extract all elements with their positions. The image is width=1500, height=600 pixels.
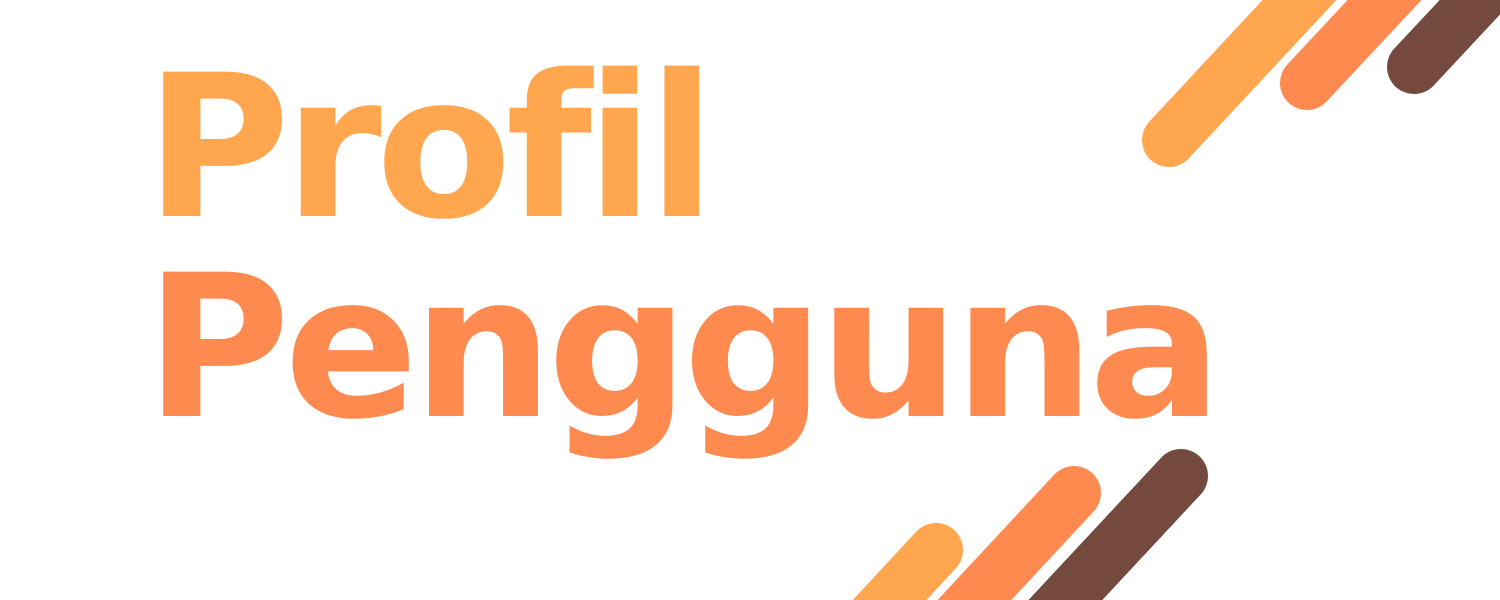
stripe-bottom-orange bbox=[937, 466, 1101, 600]
stripe-bottom-light-orange bbox=[852, 523, 963, 600]
title-line-pengguna: Pengguna bbox=[145, 232, 1222, 463]
stripe-bottom-brown bbox=[1028, 449, 1208, 600]
stripe-top-light-orange bbox=[1142, 0, 1337, 167]
title-line-profil: Profil bbox=[145, 32, 716, 263]
stripe-top-brown bbox=[1387, 0, 1500, 94]
stripe-top-orange bbox=[1280, 0, 1422, 110]
page-title: Profil Pengguna bbox=[145, 32, 1222, 463]
